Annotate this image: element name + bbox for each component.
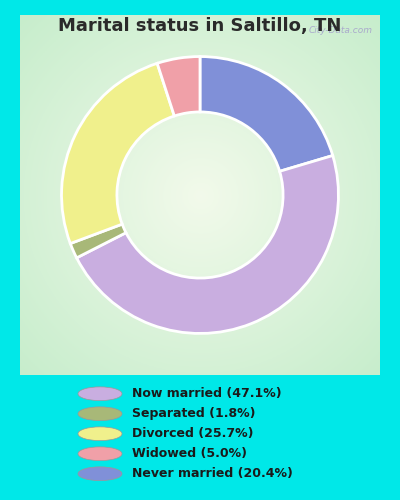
Circle shape	[78, 447, 122, 460]
Wedge shape	[200, 56, 333, 172]
Wedge shape	[70, 224, 126, 258]
Text: Marital status in Saltillo, TN: Marital status in Saltillo, TN	[58, 18, 342, 36]
Text: Separated (1.8%): Separated (1.8%)	[132, 407, 256, 420]
Text: Divorced (25.7%): Divorced (25.7%)	[132, 427, 254, 440]
Text: City-Data.com: City-Data.com	[309, 26, 373, 35]
Wedge shape	[62, 64, 174, 244]
Circle shape	[78, 387, 122, 400]
Text: Widowed (5.0%): Widowed (5.0%)	[132, 447, 247, 460]
Wedge shape	[77, 156, 338, 334]
Text: Now married (47.1%): Now married (47.1%)	[132, 387, 282, 400]
Circle shape	[78, 407, 122, 420]
Circle shape	[78, 467, 122, 480]
Wedge shape	[157, 56, 200, 116]
Circle shape	[78, 427, 122, 440]
Text: Never married (20.4%): Never married (20.4%)	[132, 467, 293, 480]
